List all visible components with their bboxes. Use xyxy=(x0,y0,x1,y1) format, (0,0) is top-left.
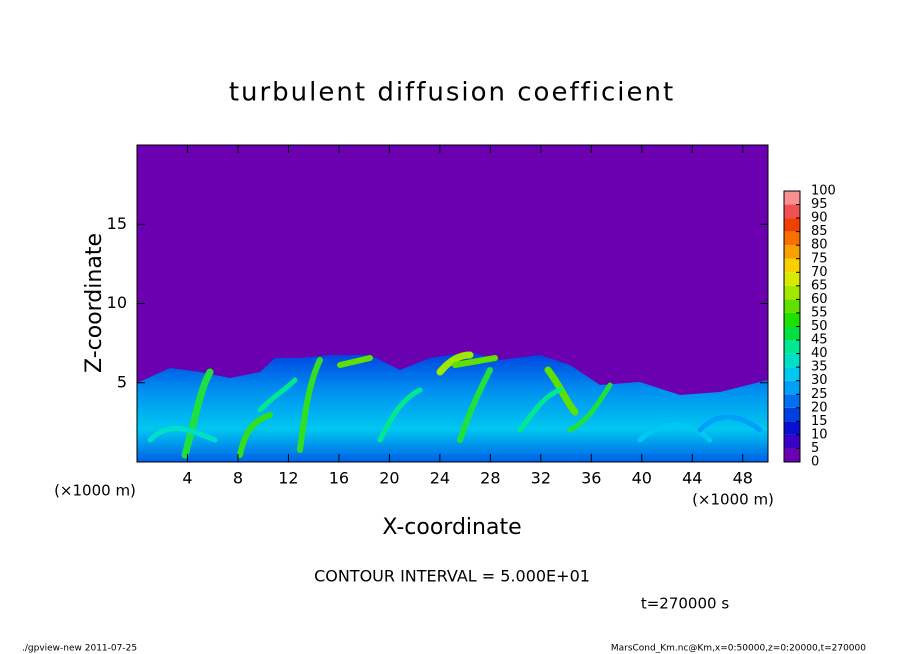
x-tick-label: 24 xyxy=(430,469,450,488)
colorbar-label: 0 xyxy=(811,455,819,470)
y-tick-label: 15 xyxy=(107,214,127,233)
x-tick-label: 40 xyxy=(632,469,652,488)
time-label: t=270000 s xyxy=(641,595,729,613)
y-axis-label: Z-coordinate xyxy=(82,233,107,373)
x-tick-label: 32 xyxy=(531,469,551,488)
colorbar-label: 20 xyxy=(811,400,828,415)
colorbar-label: 10 xyxy=(811,427,828,442)
colorbar-cell xyxy=(784,380,800,395)
x-axis-label: X-coordinate xyxy=(382,515,521,540)
colorbar-label: 45 xyxy=(811,333,828,348)
y-tick-label: 10 xyxy=(107,293,127,312)
colorbar-cell xyxy=(784,272,800,286)
colorbar-label: 75 xyxy=(811,251,828,266)
colorbar-label: 65 xyxy=(811,278,828,293)
colorbar-cell xyxy=(784,258,800,273)
colorbar-cell xyxy=(784,340,800,354)
x-tick-label: 20 xyxy=(379,469,399,488)
x-tick-label: 8 xyxy=(233,469,243,488)
x-tick-label: 48 xyxy=(733,469,753,488)
x-tick-label: 12 xyxy=(278,469,298,488)
colorbar-label: 50 xyxy=(811,319,828,334)
footer-right: MarsCond_Km.nc@Km,x=0:50000,z=0:20000,t=… xyxy=(611,644,866,654)
colorbar-label: 25 xyxy=(811,387,828,402)
colorbar-label: 70 xyxy=(811,265,828,280)
y-unit: (×1000 m) xyxy=(54,482,136,500)
chart-title: turbulent diffusion coefficient xyxy=(229,78,675,108)
colorbar-cell xyxy=(784,218,800,232)
colorbar-label: 30 xyxy=(811,373,828,388)
colorbar-label: 35 xyxy=(811,360,828,375)
turbulent-field xyxy=(137,351,768,462)
colorbar-label: 85 xyxy=(811,224,828,239)
x-tick-label: 16 xyxy=(329,469,349,488)
x-tick-label: 4 xyxy=(182,469,192,488)
colorbar-cell xyxy=(784,407,800,422)
colorbar-cell xyxy=(784,394,800,408)
colorbar-label: 90 xyxy=(811,211,828,226)
x-unit: (×1000 m) xyxy=(692,491,774,509)
colorbar-cell xyxy=(784,353,800,368)
colorbar-label: 80 xyxy=(811,238,828,253)
colorbar-cell xyxy=(784,367,800,381)
colorbar-cell xyxy=(784,448,800,462)
colorbar-cell xyxy=(784,204,800,219)
colorbar-label: 5 xyxy=(811,441,819,456)
y-tick-label: 5 xyxy=(117,372,127,391)
colorbar-cell xyxy=(784,245,800,259)
contour-interval: CONTOUR INTERVAL = 5.000E+01 xyxy=(314,567,590,586)
colorbar-label: 40 xyxy=(811,346,828,361)
colorbar-label: 55 xyxy=(811,305,828,320)
streaks xyxy=(147,351,763,459)
x-tick-label: 28 xyxy=(480,469,500,488)
colorbar-label: 95 xyxy=(811,197,828,212)
colorbar-label: 60 xyxy=(811,292,828,307)
footer-left: ./gpview-new 2011-07-25 xyxy=(22,644,137,654)
colorbar-cell xyxy=(784,434,800,449)
x-tick-label: 36 xyxy=(581,469,601,488)
colorbar-cell xyxy=(784,231,800,246)
colorbar-label: 15 xyxy=(811,414,828,429)
x-tick-label: 44 xyxy=(682,469,702,488)
colorbar-cell xyxy=(784,312,800,327)
colorbar-cell xyxy=(784,191,800,205)
colorbar-cell xyxy=(784,285,800,300)
colorbar-cell xyxy=(784,299,800,313)
colorbar-cell xyxy=(784,326,800,341)
colorbar-cell xyxy=(784,421,800,435)
colorbar-label: 100 xyxy=(811,184,836,199)
